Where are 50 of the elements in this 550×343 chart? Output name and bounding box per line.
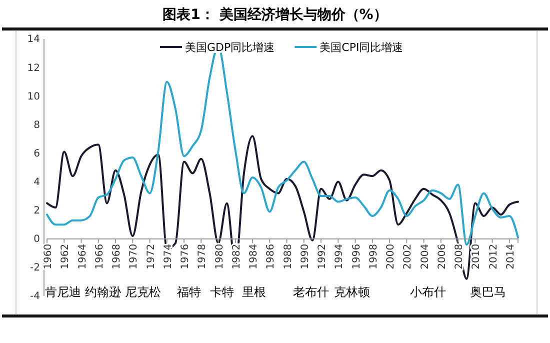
x-tick-label: 1986 [266, 244, 277, 270]
x-tick-label: 2008 [454, 244, 466, 270]
x-tick-label: 1984 [248, 244, 260, 270]
y-tick-label: 0 [34, 234, 40, 246]
y-tick-label: 2 [34, 206, 40, 217]
annotation: 约翰逊 [85, 285, 121, 299]
y-tick-label: 10 [27, 91, 40, 102]
x-tick-label: 2006 [436, 244, 448, 270]
x-tick-label: 1978 [197, 244, 208, 270]
x-tick-label: 1972 [146, 244, 157, 270]
annotation: 老布什 [293, 285, 329, 299]
x-tick-label: 1990 [300, 244, 311, 270]
x-tick-label: 1998 [368, 244, 380, 270]
x-tick-label: 2012 [488, 244, 500, 270]
x-tick-label: 2004 [420, 244, 431, 270]
x-tick-label: 1976 [180, 244, 192, 270]
x-tick-label: 1970 [128, 244, 140, 270]
x-tick-label: 2010 [471, 244, 482, 270]
y-tick-label: 4 [34, 176, 40, 188]
annotation: 里根 [242, 285, 266, 299]
x-tick-label: 1980 [214, 244, 226, 270]
annotation: 克林顿 [334, 285, 370, 299]
x-tick-label: 1968 [112, 244, 123, 270]
x-tick-label: 1996 [351, 244, 362, 270]
x-tick-label: 2002 [402, 244, 414, 270]
x-tick-label: 1974 [162, 244, 174, 270]
y-tick-label: 12 [27, 62, 40, 74]
x-tick-label: 1964 [77, 244, 88, 270]
annotation: 卡特 [210, 285, 234, 299]
y-tick-label: -2 [30, 262, 40, 274]
x-tick-label: 1988 [282, 244, 294, 270]
annotation: 福特 [177, 285, 201, 299]
x-tick-label: 1960 [43, 244, 54, 270]
annotation: 尼克松 [125, 285, 161, 299]
legend-label: 美国CPI同比增速 [320, 41, 404, 54]
y-tick-label: 14 [27, 34, 40, 46]
x-tick-label: 2000 [386, 244, 397, 270]
x-tick-label: 1982 [231, 244, 242, 270]
x-tick-label: 1966 [94, 244, 106, 270]
x-tick-label: 1962 [60, 244, 72, 270]
annotation: 奥巴马 [470, 285, 506, 299]
annotation: 小布什 [410, 285, 446, 299]
annotation: 肯尼迪 [45, 285, 81, 299]
x-tick-label: 1992 [317, 244, 328, 270]
chart-title: 图表1： 美国经济增长与物价（%） [162, 6, 388, 23]
x-tick-label: 1994 [334, 244, 346, 270]
y-tick-label: 8 [34, 120, 40, 131]
y-tick-label: 6 [34, 148, 40, 160]
y-tick-label: -4 [30, 291, 40, 302]
x-tick-label: 2014 [505, 244, 516, 270]
